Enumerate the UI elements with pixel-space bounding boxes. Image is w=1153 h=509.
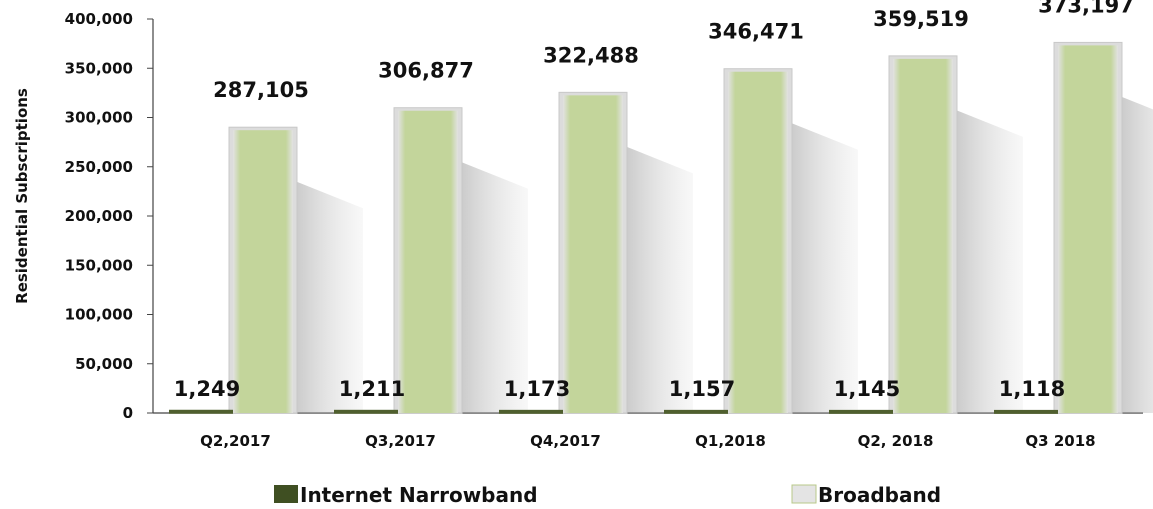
legend-swatch-broadband <box>791 484 817 504</box>
y-tick-label: 50,000 <box>75 355 133 373</box>
narrowband-data-label: 1,173 <box>504 377 570 401</box>
x-tick-label: Q3,2017 <box>365 432 436 450</box>
narrowband-data-label: 1,211 <box>339 377 405 401</box>
category-labels: Q2,2017 Q3,2017 Q4,2017 Q1,2018 Q2, 2018 Q3 2… <box>200 432 1095 450</box>
narrowband-data-label: 1,157 <box>669 377 735 401</box>
x-tick-label: Q4,2017 <box>530 432 601 450</box>
broadband-bar <box>398 110 458 413</box>
legend-item-broadband: Broadband <box>791 483 941 507</box>
x-tick-label: Q2,2017 <box>200 432 271 450</box>
bar-shadow <box>293 180 363 413</box>
narrowband-bar <box>829 409 893 414</box>
y-tick-label: 300,000 <box>65 109 133 127</box>
legend-swatch-narrowband <box>274 485 298 503</box>
narrowband-bar <box>169 409 233 414</box>
broadband-bar <box>233 130 293 413</box>
narrowband-data-label: 1,118 <box>999 377 1065 401</box>
x-tick-label: Q2, 2018 <box>858 432 934 450</box>
broadband-data-label: 359,519 <box>873 7 969 31</box>
narrowband-bar <box>994 409 1058 414</box>
bar-shadow <box>788 121 858 413</box>
legend-label-broadband: Broadband <box>818 483 941 507</box>
bar-shadow <box>1118 95 1153 413</box>
bar-shadow <box>458 160 528 413</box>
y-axis-label: Residential Subscriptions <box>13 88 31 304</box>
bar-shadow <box>623 145 693 414</box>
broadband-bar <box>563 95 623 414</box>
narrowband-data-label: 1,249 <box>174 377 240 401</box>
legend-item-narrowband: Internet Narrowband <box>274 483 538 507</box>
bar-shadow <box>953 108 1023 414</box>
y-tick-label: 100,000 <box>65 306 133 324</box>
narrowband-data-label: 1,145 <box>834 377 900 401</box>
narrowband-bar <box>499 409 563 414</box>
broadband-data-label: 287,105 <box>213 78 309 102</box>
x-tick-label: Q1,2018 <box>695 432 766 450</box>
y-tick-label: 250,000 <box>65 158 133 176</box>
legend-label-narrowband: Internet Narrowband <box>300 483 538 507</box>
y-tick-label: 350,000 <box>65 59 133 77</box>
y-axis-title: Residential Subscriptions <box>13 88 31 304</box>
y-tick-label: 150,000 <box>65 256 133 274</box>
y-tick-label: 0 <box>123 404 133 422</box>
narrowband-bar <box>334 409 398 414</box>
broadband-bar <box>893 58 953 414</box>
broadband-bar <box>728 71 788 413</box>
broadband-data-label: 346,471 <box>708 20 804 44</box>
broadband-data-label: 322,488 <box>543 43 639 67</box>
bar-shadows <box>293 95 1153 414</box>
broadband-data-label: 306,877 <box>378 59 474 83</box>
narrowband-bar <box>664 409 728 414</box>
bars: 287,105 1,249 306,877 1,211 322,488 1,173 346,… <box>169 0 1134 414</box>
legend: Internet Narrowband Broadband <box>274 483 941 507</box>
y-tick-label: 200,000 <box>65 207 133 225</box>
x-tick-label: Q3 2018 <box>1025 432 1095 450</box>
y-tick-label: 400,000 <box>65 10 133 28</box>
y-axis-ticks: 0 50,000 100,000 150,000 200,000 250,000 300,0… <box>65 10 153 422</box>
broadband-bar <box>1058 45 1118 414</box>
broadband-data-label: 373,197 <box>1038 0 1134 17</box>
